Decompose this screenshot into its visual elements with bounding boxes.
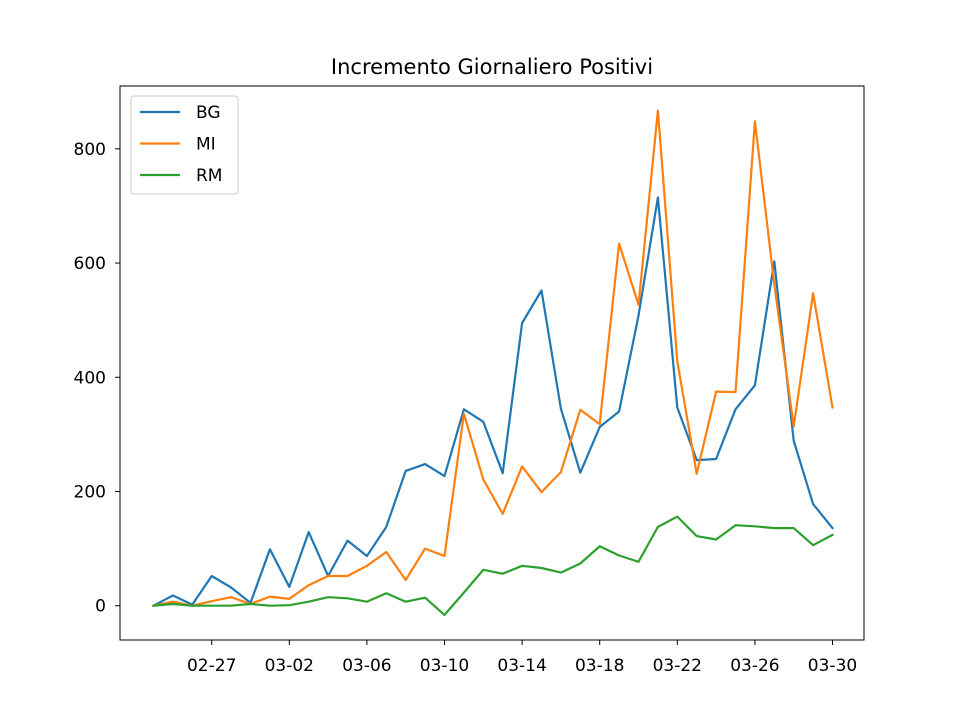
- y-tick-label: 600: [74, 254, 106, 274]
- series-lines: [152, 109, 835, 617]
- y-axis: 0 200 400 600 800: [74, 140, 120, 617]
- x-tick-label: 03-06: [342, 656, 391, 676]
- y-tick-label: 400: [74, 368, 106, 388]
- x-tick-label: 03-14: [497, 656, 546, 676]
- x-tick-label: 02-27: [187, 656, 236, 676]
- legend-box: [130, 95, 239, 195]
- legend-label-bg: BG: [196, 103, 221, 123]
- axes-frame: [119, 85, 865, 641]
- x-axis: 02-27 03-02 03-06 03-10 03-14 03-18 03-22 03-26…: [187, 640, 857, 676]
- x-tick-label: 03-22: [653, 656, 702, 676]
- chart-title: Incremento Giornaliero Positivi: [331, 55, 653, 79]
- series-line-rm: [152, 515, 834, 617]
- series-line-mi: [152, 109, 834, 607]
- series-line-bg: [152, 196, 835, 608]
- x-tick-label: 03-02: [265, 656, 314, 676]
- x-tick-label: 03-18: [575, 656, 624, 676]
- y-tick-label: 800: [74, 140, 106, 160]
- legend-label-mi: MI: [196, 135, 216, 155]
- legend: BG MI RM: [130, 95, 239, 195]
- x-tick-label: 03-30: [808, 656, 857, 676]
- plot-area: 02-27 03-02 03-06 03-10 03-14 03-18 03-22 03-26…: [74, 85, 865, 676]
- y-tick-label: 200: [74, 483, 106, 503]
- x-tick-label: 03-26: [730, 656, 779, 676]
- x-tick-label: 03-10: [420, 656, 469, 676]
- y-tick-label: 0: [95, 597, 106, 617]
- legend-label-rm: RM: [196, 166, 222, 186]
